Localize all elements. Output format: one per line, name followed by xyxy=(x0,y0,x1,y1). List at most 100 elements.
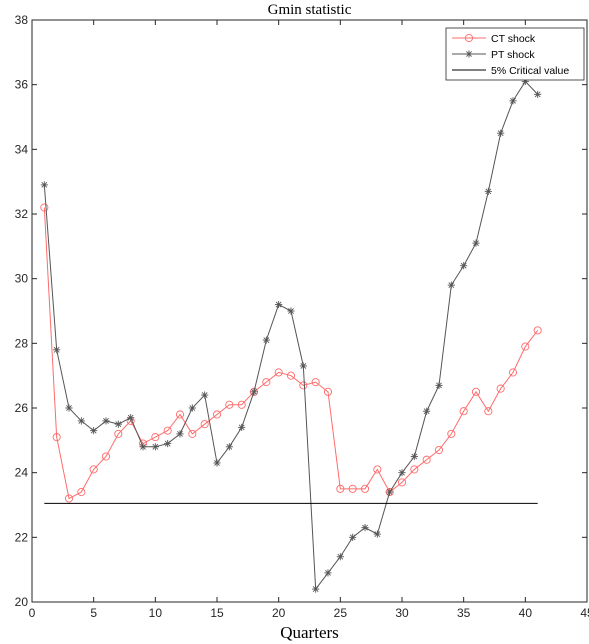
data-point-ct-shock xyxy=(151,433,160,442)
data-point-pt-shock xyxy=(336,553,344,561)
data-point-ct-shock xyxy=(373,465,382,474)
data-point-ct-shock xyxy=(52,433,61,442)
data-point-pt-shock xyxy=(114,420,122,428)
data-point-pt-shock xyxy=(349,533,357,541)
chart-title: Gmin statistic xyxy=(268,2,352,18)
data-point-ct-shock xyxy=(496,384,505,393)
legend-label-5-critical-value: 5% Critical value xyxy=(491,65,569,77)
data-point-pt-shock xyxy=(460,262,468,270)
data-point-pt-shock xyxy=(53,346,61,354)
x-tick-label: 35 xyxy=(457,606,471,620)
data-point-pt-shock xyxy=(90,427,98,435)
data-point-pt-shock xyxy=(213,459,221,467)
data-point-ct-shock xyxy=(77,488,86,497)
data-point-ct-shock xyxy=(434,445,444,455)
data-point-ct-shock xyxy=(101,452,111,461)
data-point-pt-shock xyxy=(238,423,246,431)
data-point-ct-shock xyxy=(397,478,407,487)
data-point-pt-shock xyxy=(373,530,381,538)
data-point-ct-shock xyxy=(348,484,357,493)
data-point-pt-shock xyxy=(423,407,431,415)
y-tick-label: 24 xyxy=(15,466,29,480)
data-point-ct-shock xyxy=(274,368,283,377)
data-point-pt-shock xyxy=(40,181,48,189)
data-point-pt-shock xyxy=(534,90,542,98)
y-tick-label: 30 xyxy=(15,272,29,286)
data-point-pt-shock xyxy=(188,404,196,412)
data-point-ct-shock xyxy=(521,342,530,351)
data-point-pt-shock xyxy=(77,417,85,425)
data-point-ct-shock xyxy=(200,420,209,429)
series-line-pt-shock xyxy=(43,80,539,591)
x-tick-label: 10 xyxy=(149,606,163,620)
data-point-pt-shock xyxy=(164,439,172,448)
data-point-ct-shock xyxy=(299,381,308,390)
y-tick-label: 20 xyxy=(15,595,29,609)
legend-marker-ct-shock xyxy=(464,33,474,43)
data-point-pt-shock xyxy=(386,488,394,496)
data-point-ct-shock xyxy=(114,429,123,438)
x-tick-label: 0 xyxy=(29,606,36,620)
data-point-ct-shock xyxy=(64,494,74,503)
y-tick-label: 32 xyxy=(15,207,29,221)
data-point-pt-shock xyxy=(472,239,480,247)
data-point-ct-shock xyxy=(237,400,246,409)
data-point-pt-shock xyxy=(410,452,418,461)
x-tick-label: 5 xyxy=(90,606,97,620)
data-point-ct-shock xyxy=(447,429,456,438)
data-point-ct-shock xyxy=(459,407,468,416)
x-tick-label: 20 xyxy=(272,606,286,620)
data-point-ct-shock xyxy=(410,465,419,474)
legend-marker-pt-shock xyxy=(465,50,473,58)
data-point-pt-shock xyxy=(447,281,455,289)
data-point-ct-shock xyxy=(286,371,296,380)
data-point-pt-shock xyxy=(509,97,517,105)
data-point-pt-shock xyxy=(484,187,492,195)
data-point-pt-shock xyxy=(275,300,283,309)
data-point-pt-shock xyxy=(398,469,406,477)
series-line-ct-shock xyxy=(43,207,539,500)
data-point-pt-shock xyxy=(139,443,147,451)
legend: CT shock PT shock 5% Critical value xyxy=(445,27,585,81)
x-tick-label: 25 xyxy=(334,606,348,620)
x-tick-label: 15 xyxy=(210,606,224,620)
x-tick-label: 40 xyxy=(519,606,533,620)
x-tick-label: 45 xyxy=(580,606,589,620)
data-point-pt-shock xyxy=(497,129,505,137)
data-point-pt-shock xyxy=(127,414,135,422)
y-tick-label: 28 xyxy=(15,336,29,350)
data-point-ct-shock xyxy=(471,387,481,396)
data-point-pt-shock xyxy=(65,404,73,412)
legend-label-pt-shock: PT shock xyxy=(491,49,535,61)
data-point-pt-shock xyxy=(176,430,184,438)
data-point-pt-shock xyxy=(225,443,233,451)
data-point-ct-shock xyxy=(323,387,333,396)
data-point-ct-shock xyxy=(163,426,172,435)
data-point-pt-shock xyxy=(151,443,159,451)
y-tick-label: 26 xyxy=(15,401,29,415)
data-point-ct-shock xyxy=(484,407,493,416)
plot-area: 0 5 10 15 20 25 30 35 40 45 20 22 24 26 28 30 32 34 36 38 xyxy=(15,13,589,620)
data-point-pt-shock xyxy=(312,585,320,593)
data-point-ct-shock xyxy=(188,429,197,438)
data-point-pt-shock xyxy=(435,381,443,389)
data-point-ct-shock xyxy=(336,484,345,493)
data-point-ct-shock xyxy=(422,455,431,464)
x-tick-label: 30 xyxy=(395,606,409,620)
data-point-pt-shock xyxy=(102,417,110,425)
data-point-pt-shock xyxy=(250,388,258,396)
y-tick-label: 38 xyxy=(15,13,29,27)
data-point-ct-shock xyxy=(360,484,370,493)
data-point-ct-shock xyxy=(89,465,98,474)
data-point-ct-shock xyxy=(225,400,234,409)
data-point-ct-shock xyxy=(533,326,542,335)
legend-label-ct-shock: CT shock xyxy=(491,33,536,45)
axes-box xyxy=(31,19,588,603)
data-point-ct-shock xyxy=(311,378,320,387)
data-point-pt-shock xyxy=(287,307,295,315)
y-tick-label: 22 xyxy=(15,530,29,544)
data-point-ct-shock xyxy=(508,368,518,377)
y-tick-label: 34 xyxy=(15,142,29,156)
data-point-ct-shock xyxy=(262,378,271,387)
